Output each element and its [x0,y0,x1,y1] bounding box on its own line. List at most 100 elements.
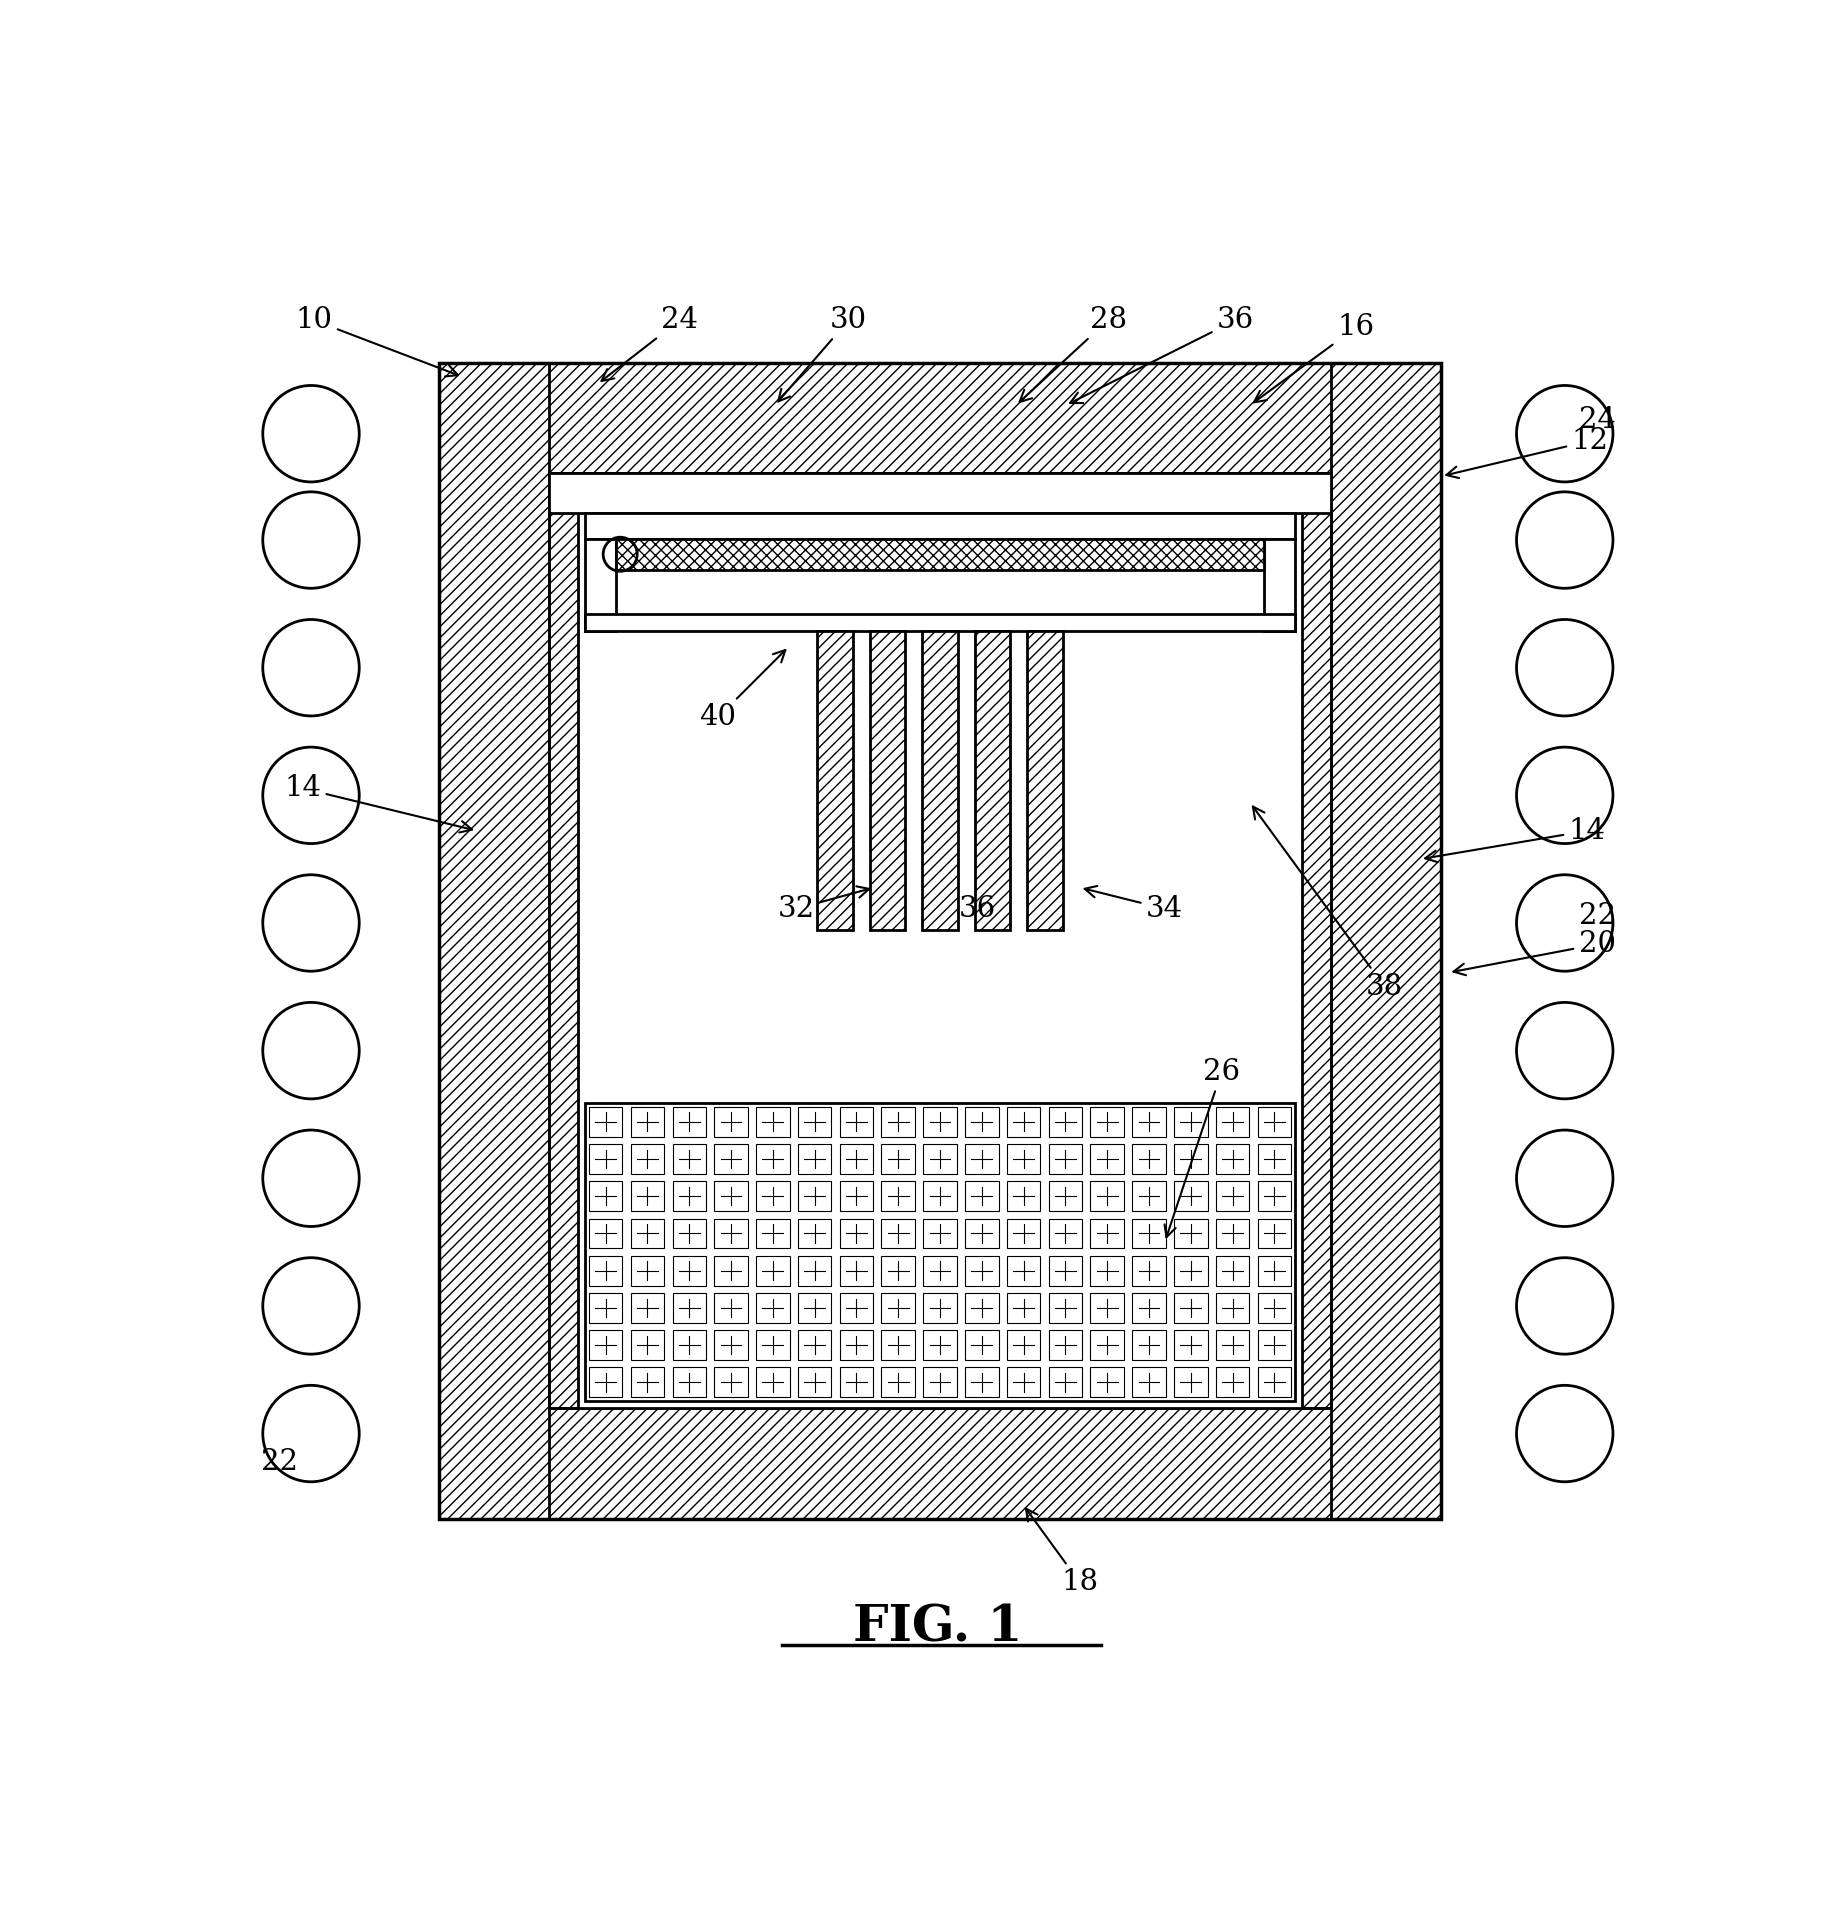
Bar [549,474,1330,1408]
Bar [1133,1144,1166,1173]
Bar [1257,1181,1292,1211]
Bar [882,1331,915,1360]
Bar [1007,1144,1039,1173]
Bar [578,474,1303,1408]
Bar [840,1219,873,1248]
Bar [1007,1367,1039,1396]
Bar [1215,1107,1250,1136]
Bar [1133,1181,1166,1211]
Bar [589,1107,622,1136]
Bar [586,539,617,632]
Bar [1175,1107,1208,1136]
Bar [840,1367,873,1396]
Text: 22: 22 [1579,901,1616,930]
Bar [1133,1367,1166,1396]
Bar [586,1104,1296,1400]
Bar [439,362,1442,1520]
Bar [924,1219,957,1248]
Bar [672,1331,706,1360]
Bar [1133,1292,1166,1323]
Bar [924,1181,957,1211]
Bar [1091,1219,1124,1248]
Bar [798,1219,831,1248]
Bar [924,1144,957,1173]
Bar [924,1292,957,1323]
Bar [1257,1256,1292,1285]
Bar [882,1292,915,1323]
Bar [756,1292,789,1323]
Bar [714,1256,748,1285]
Bar [1215,1331,1250,1360]
Bar [964,1256,999,1285]
Bar [1091,1256,1124,1285]
Bar [714,1181,748,1211]
Bar [882,1256,915,1285]
Bar [714,1219,748,1248]
Bar [672,1144,706,1173]
Text: 24: 24 [1579,406,1616,433]
Bar [922,632,957,930]
Bar [798,1367,831,1396]
Text: 22: 22 [262,1448,298,1475]
Bar [1091,1181,1124,1211]
Bar [578,930,1303,1104]
Text: 18: 18 [1027,1508,1098,1597]
Bar [1175,1219,1208,1248]
Bar [1049,1367,1082,1396]
Bar [1215,1367,1250,1396]
Bar [617,539,1265,570]
Bar [589,1219,622,1248]
Bar [672,1256,706,1285]
Bar [756,1367,789,1396]
Bar [1049,1256,1082,1285]
Bar [882,1367,915,1396]
Bar [756,1144,789,1173]
Bar [840,1256,873,1285]
Bar [631,1107,664,1136]
Bar [1330,362,1442,1520]
Bar [1007,1331,1039,1360]
Bar [589,1292,622,1323]
Bar [714,1292,748,1323]
Bar [714,1107,748,1136]
Bar [756,1107,789,1136]
Bar [964,1292,999,1323]
Bar [840,1181,873,1211]
Bar [672,1292,706,1323]
Bar [1007,1292,1039,1323]
Bar [1133,1256,1166,1285]
Text: 10: 10 [295,306,458,376]
Bar [756,1256,789,1285]
Text: 36: 36 [959,896,996,923]
Bar [1049,1331,1082,1360]
Bar [1091,1331,1124,1360]
Bar [964,1331,999,1360]
Bar [1303,474,1330,1408]
Bar [1091,1367,1124,1396]
Bar [964,1107,999,1136]
Bar [882,1144,915,1173]
Bar [818,632,853,930]
Bar [1215,1181,1250,1211]
Bar [1049,1219,1082,1248]
Bar [840,1144,873,1173]
Bar [1215,1144,1250,1173]
Bar [1133,1107,1166,1136]
Bar [631,1367,664,1396]
Bar [869,632,906,930]
Bar [1215,1219,1250,1248]
Bar [1133,1331,1166,1360]
Bar [1257,1107,1292,1136]
Text: 28: 28 [1019,306,1127,403]
Bar [1091,1144,1124,1173]
Bar [549,474,578,1408]
Bar [1091,1292,1124,1323]
Text: 30: 30 [778,306,867,401]
Bar [882,1107,915,1136]
Bar [1133,1219,1166,1248]
Bar [586,512,1296,539]
Bar [672,1107,706,1136]
Bar [1091,1107,1124,1136]
Bar [756,1219,789,1248]
Bar [1049,1292,1082,1323]
